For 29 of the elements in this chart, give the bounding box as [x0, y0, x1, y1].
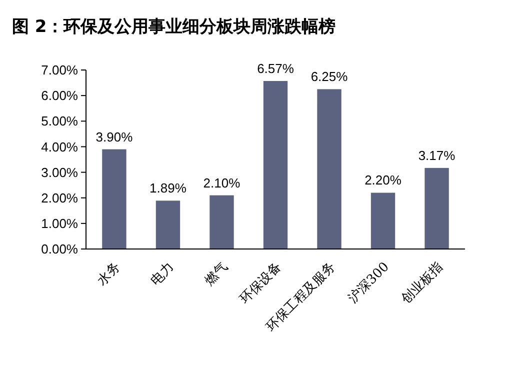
data-label: 1.89%	[150, 180, 187, 196]
data-label: 3.90%	[96, 129, 134, 144]
bar	[424, 168, 449, 249]
x-tick-label: 水务	[94, 260, 124, 289]
bar	[156, 200, 180, 249]
y-tick-label: 1.00%	[41, 216, 78, 231]
bar	[210, 195, 234, 249]
x-tick-label: 创业板指	[398, 260, 446, 308]
data-label: 2.20%	[364, 172, 402, 188]
x-tick-label: 沪深300	[345, 258, 392, 306]
y-tick-label: 7.00%	[41, 62, 78, 78]
bar	[317, 89, 342, 249]
y-tick-label: 4.00%	[41, 139, 78, 154]
bar	[370, 192, 396, 249]
x-tick-label: 燃气	[202, 260, 232, 289]
data-label: 3.17%	[418, 148, 456, 163]
x-tick-label: 环保设备	[237, 260, 285, 308]
chart-title: 图 2：环保及公用事业细分板块周涨跌幅榜	[12, 17, 336, 37]
data-label: 2.10%	[203, 175, 241, 190]
data-label: 6.25%	[310, 69, 348, 84]
y-tick-label: 2.00%	[41, 190, 78, 206]
y-tick-label: 6.00%	[41, 88, 78, 104]
data-label: 6.57%	[257, 60, 294, 76]
x-tick-label: 电力	[148, 260, 178, 289]
y-tick-label: 3.00%	[41, 164, 78, 180]
y-tick-label: 5.00%	[41, 114, 78, 129]
y-tick-label: 0.00%	[41, 242, 78, 257]
bar	[102, 149, 126, 249]
bar	[263, 80, 288, 249]
